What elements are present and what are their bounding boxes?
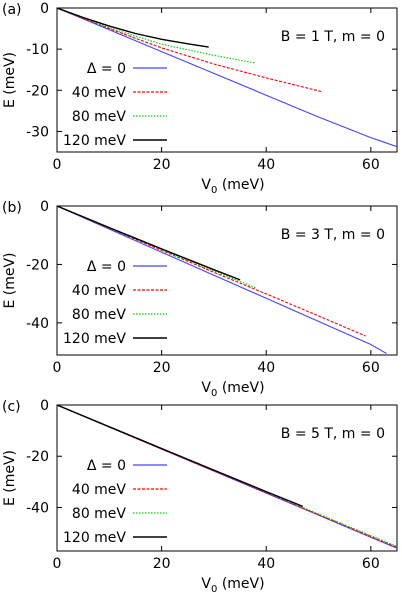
x-tick-label: 60 xyxy=(362,360,380,376)
series-line-4 xyxy=(57,206,241,281)
annotation: B = 1 T, m = 0 xyxy=(281,29,385,45)
x-tick-label: 0 xyxy=(53,556,62,572)
legend-label: 120 meV xyxy=(63,133,126,149)
panel-label: (a) xyxy=(2,2,22,18)
x-axis-label: V0 (meV) xyxy=(201,177,264,196)
x-tick-label: 0 xyxy=(53,360,62,376)
legend-label: Δ = 0 xyxy=(87,458,126,474)
series-line-4 xyxy=(57,8,209,48)
legend-label: 120 meV xyxy=(63,530,126,546)
x-tick-label: 40 xyxy=(257,360,275,376)
legend-label: 40 meV xyxy=(72,283,127,299)
legend-label: 40 meV xyxy=(72,85,127,101)
y-tick-label: -10 xyxy=(26,42,49,58)
y-tick-label: -20 xyxy=(26,83,49,99)
legend-label: Δ = 0 xyxy=(87,61,126,77)
series-group xyxy=(57,405,397,549)
x-axis-label: V0 (meV) xyxy=(201,576,264,595)
legend-label: Δ = 0 xyxy=(87,259,126,275)
y-axis-label: E (meV) xyxy=(2,252,18,308)
x-tick-label: 20 xyxy=(153,360,171,376)
series-group xyxy=(57,8,397,148)
series-line-1 xyxy=(57,8,397,148)
legend-label: 40 meV xyxy=(72,482,127,498)
y-tick-label: 0 xyxy=(40,398,49,414)
x-tick-label: 20 xyxy=(153,157,171,173)
series-line-4 xyxy=(57,405,304,508)
x-axis-label: V0 (meV) xyxy=(201,380,264,399)
series-line-1 xyxy=(57,206,387,354)
series-group xyxy=(57,206,387,354)
y-tick-label: -40 xyxy=(26,500,49,516)
panel-label: (c) xyxy=(2,399,21,415)
y-tick-label: -20 xyxy=(26,449,49,465)
x-tick-label: 20 xyxy=(153,556,171,572)
x-tick-label: 0 xyxy=(53,157,62,173)
series-line-2 xyxy=(57,8,322,93)
panel-1: 0 20 40 60 0 -10 -20 -30 V0 (meV) E (meV) (a) B = 1… xyxy=(2,1,398,196)
x-tick-label: 40 xyxy=(257,556,275,572)
legend-label: 80 meV xyxy=(72,109,127,125)
panel-3: 0 20 40 60 0 -20 -40 V0 (meV) E (meV) (c) B = 5 T,… xyxy=(2,398,398,595)
y-axis-label: E (meV) xyxy=(2,450,18,506)
y-axis-label: E (meV) xyxy=(2,52,18,108)
plot-frame xyxy=(56,205,398,356)
legend-label: 80 meV xyxy=(72,307,127,323)
y-tick-label: -30 xyxy=(26,124,49,140)
x-tick-label: 60 xyxy=(362,157,380,173)
annotation: B = 5 T, m = 0 xyxy=(281,426,385,442)
y-tick-label: -20 xyxy=(26,257,49,273)
series-line-3 xyxy=(57,8,256,64)
legend-label: 120 meV xyxy=(63,331,126,347)
panel-2: 0 20 40 60 0 -20 -40 V0 (meV) E (meV) (b) B = 3 T,… xyxy=(2,199,398,399)
panel-label: (b) xyxy=(2,200,22,216)
y-tick-label: 0 xyxy=(40,1,49,17)
legend-label: 80 meV xyxy=(72,506,127,522)
x-tick-label: 40 xyxy=(257,157,275,173)
annotation: B = 3 T, m = 0 xyxy=(281,227,385,243)
plot-frame xyxy=(56,7,398,153)
x-tick-label: 60 xyxy=(362,556,380,572)
y-tick-label: 0 xyxy=(40,199,49,215)
plot-frame xyxy=(56,404,398,552)
y-tick-label: -40 xyxy=(26,316,49,332)
